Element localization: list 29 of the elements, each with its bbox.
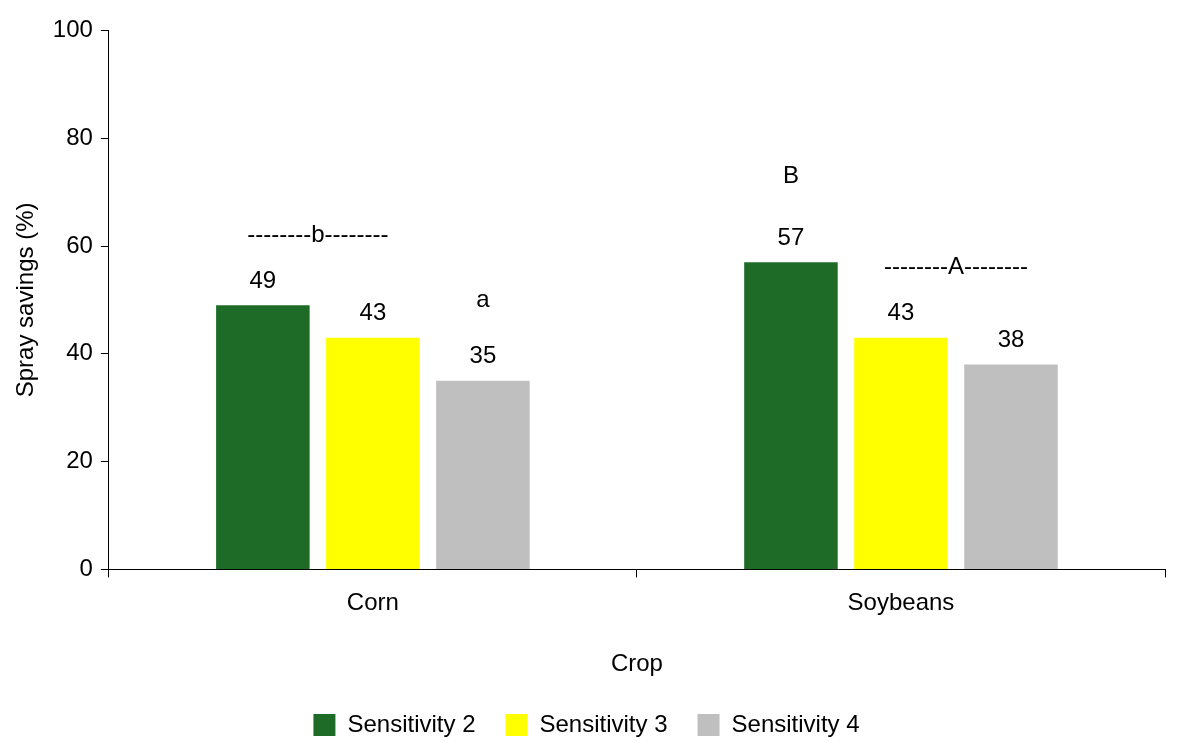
annotation: a: [476, 284, 491, 312]
bar: [326, 337, 420, 569]
annotation: B: [782, 160, 799, 188]
y-tick-label: 40: [66, 338, 93, 366]
y-tick-label: 80: [66, 122, 93, 150]
annotation: --------b--------: [247, 219, 389, 247]
x-tick-label: Corn: [346, 588, 399, 616]
bar: [744, 262, 838, 569]
data-label: 35: [469, 341, 497, 369]
annotation: --------A--------: [884, 252, 1028, 280]
y-tick-label: 100: [52, 15, 93, 43]
data-label: 49: [249, 265, 277, 293]
legend-label: Sensitivity 4: [731, 709, 860, 737]
bar: [216, 305, 310, 569]
y-axis-title: Spray savings (%): [11, 202, 39, 398]
data-label: 57: [777, 222, 805, 250]
legend-label: Sensitivity 2: [347, 709, 476, 737]
y-tick-label: 20: [66, 446, 93, 474]
legend-label: Sensitivity 3: [539, 709, 668, 737]
bar: [436, 380, 530, 569]
data-label: 43: [359, 298, 387, 326]
bar: [854, 337, 948, 569]
bar: [964, 364, 1058, 569]
y-tick-label: 0: [79, 554, 93, 582]
data-label: 38: [997, 325, 1025, 353]
x-tick-label: Soybeans: [847, 588, 955, 616]
data-label: 43: [887, 298, 915, 326]
y-tick-label: 60: [66, 230, 93, 258]
x-axis-title: Crop: [610, 649, 663, 677]
